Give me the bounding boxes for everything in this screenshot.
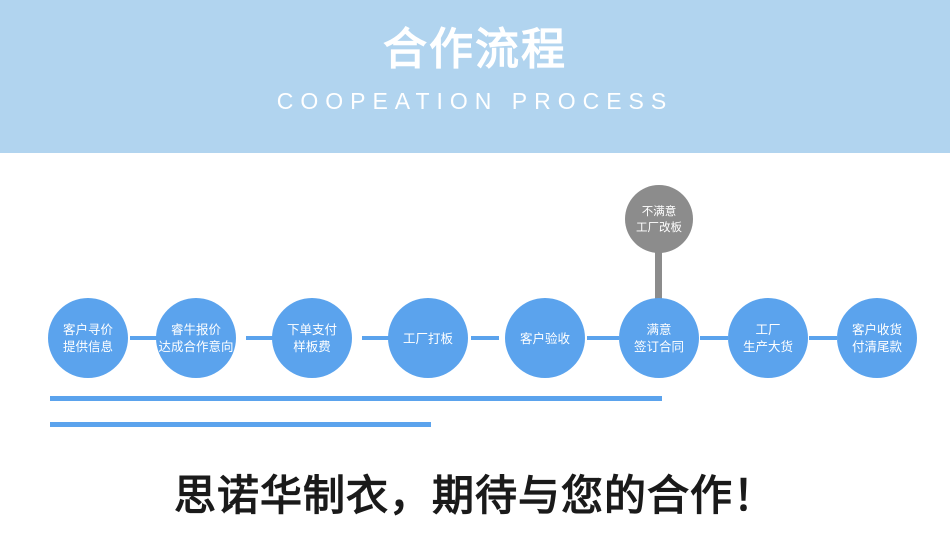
flow-node-6-line-1: 满意 bbox=[646, 322, 672, 337]
flow-node-6[interactable]: 满意 签订合同 bbox=[619, 298, 699, 378]
footer-tagline: 思诺华制衣，期待与您的合作！ bbox=[173, 471, 776, 520]
flow-node-5[interactable]: 客户验收 bbox=[505, 298, 585, 378]
flow-node-1-line-2: 提供信息 bbox=[62, 339, 113, 354]
page-subtitle: COOPEATION PROCESS bbox=[276, 88, 674, 114]
flow-node-1-line-1: 客户寻价 bbox=[62, 322, 113, 337]
page-title: 合作流程 bbox=[383, 24, 567, 75]
flow-node-7-line-2: 生产大货 bbox=[742, 339, 793, 354]
flow-node-2-line-2: 达成合作意向 bbox=[158, 339, 234, 354]
flow-node-1[interactable]: 客户寻价 提供信息 bbox=[48, 298, 128, 378]
flow-node-2-line-1: 睿牛报价 bbox=[170, 322, 221, 337]
flow-node-5-line-1: 客户验收 bbox=[519, 330, 570, 346]
flow-node-rework-line-1: 不满意 bbox=[641, 204, 677, 218]
branch-connector-stem bbox=[655, 250, 662, 305]
flow-node-8[interactable]: 客户收货 付清尾款 bbox=[837, 298, 917, 378]
flow-connector-3 bbox=[362, 336, 390, 340]
process-flow-diagram: 不满意 工厂改板 客户寻价 提供信息 睿牛报价 达成合作意向 下单支付 样板费 … bbox=[0, 153, 950, 557]
header-band: 合作流程 COOPEATION PROCESS bbox=[0, 0, 950, 153]
flow-node-4[interactable]: 工厂打板 bbox=[388, 298, 468, 378]
flow-node-6-line-2: 签订合同 bbox=[633, 339, 684, 354]
flow-node-rework-line-2: 工厂改板 bbox=[636, 220, 682, 234]
flow-connector-6 bbox=[700, 336, 728, 340]
flow-connector-7 bbox=[809, 336, 837, 340]
accent-bar-bottom bbox=[50, 422, 431, 427]
flow-node-3-line-1: 下单支付 bbox=[286, 322, 337, 337]
flow-node-7-line-1: 工厂 bbox=[755, 322, 781, 337]
accent-bar-top bbox=[50, 396, 662, 401]
flow-node-2[interactable]: 睿牛报价 达成合作意向 bbox=[156, 298, 236, 378]
flow-connector-5 bbox=[587, 336, 619, 340]
flow-node-rework[interactable]: 不满意 工厂改板 bbox=[625, 185, 693, 253]
flow-node-3-line-2: 样板费 bbox=[293, 339, 331, 354]
flow-connector-2 bbox=[246, 336, 274, 340]
flow-connector-1 bbox=[130, 336, 158, 340]
flow-node-8-line-2: 付清尾款 bbox=[851, 339, 902, 354]
flow-node-3[interactable]: 下单支付 样板费 bbox=[272, 298, 352, 378]
flow-connector-4 bbox=[471, 336, 499, 340]
flow-node-4-line-1: 工厂打板 bbox=[402, 330, 453, 346]
flow-node-8-line-1: 客户收货 bbox=[851, 322, 902, 337]
flow-node-7[interactable]: 工厂 生产大货 bbox=[728, 298, 808, 378]
